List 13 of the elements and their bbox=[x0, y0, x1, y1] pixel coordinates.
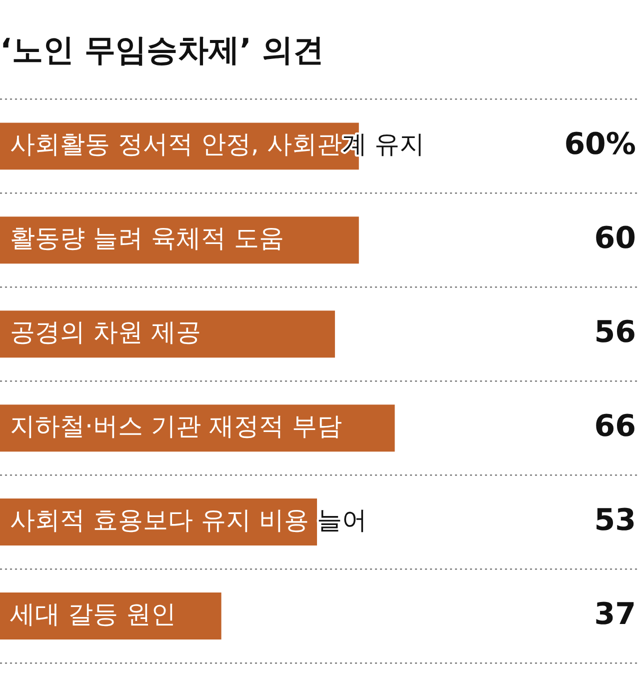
y-tick-label: 공경의 차원 제공 bbox=[10, 318, 201, 347]
category-label: 지하철·버스 기관 재정적 부담 bbox=[10, 412, 342, 441]
data-label: 66 bbox=[594, 408, 636, 444]
y-tick-label: 세대 갈등 원인 bbox=[10, 600, 176, 629]
chart-title: ‘노인 무임승차제’ 의견 bbox=[0, 32, 324, 69]
data-label: 60 bbox=[594, 220, 636, 256]
category-label: 활동량 늘려 육체적 도움 bbox=[10, 224, 284, 253]
data-label: 60% bbox=[564, 126, 636, 162]
data-label: 53 bbox=[594, 502, 636, 538]
category-label: 사회적 효용보다 유지 비용 늘어 bbox=[10, 506, 367, 535]
data-label: 37 bbox=[594, 596, 636, 632]
bar bbox=[0, 310, 335, 358]
data-label: 56 bbox=[594, 314, 636, 350]
